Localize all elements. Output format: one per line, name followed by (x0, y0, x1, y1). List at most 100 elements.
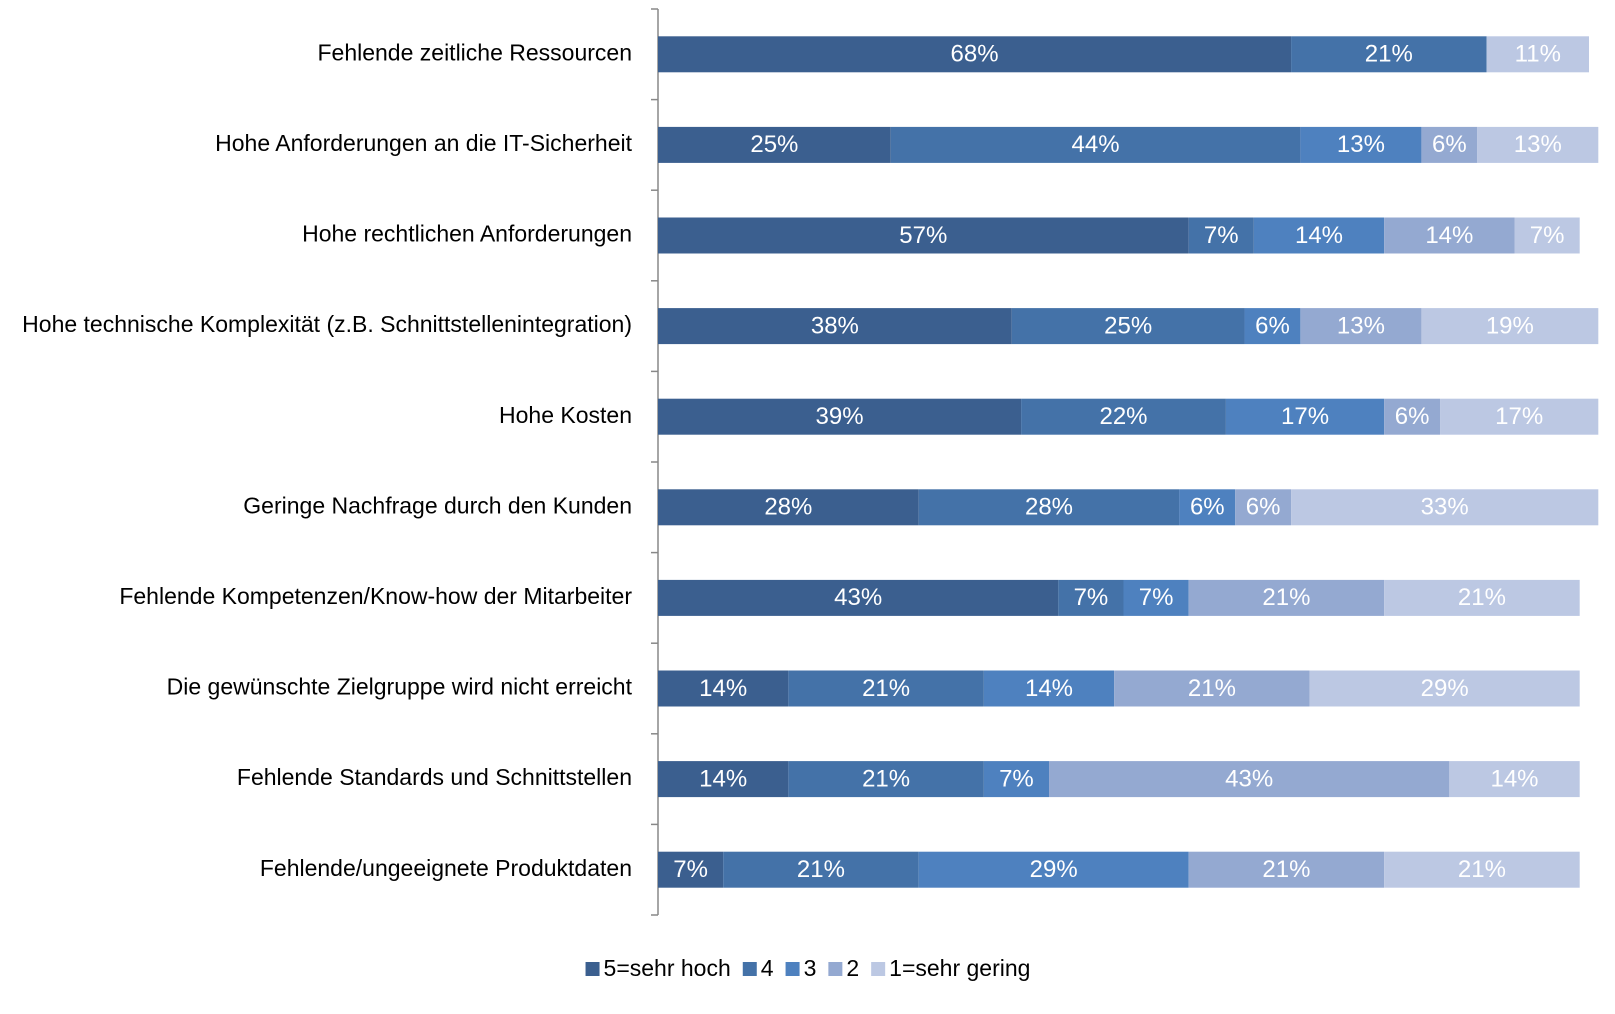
value-label: 21% (797, 856, 845, 883)
value-label: 14% (699, 675, 747, 702)
value-label: 21% (1262, 856, 1310, 883)
bar-segment (918, 851, 1189, 888)
value-label: 17% (1281, 403, 1329, 430)
value-label: 7% (1204, 222, 1239, 249)
legend-label: 5=sehr hoch (604, 955, 731, 981)
value-label: 25% (750, 131, 798, 158)
bar-segment (658, 579, 1059, 616)
bar-segment (1309, 670, 1580, 707)
legend-label: 1=sehr gering (889, 955, 1030, 981)
value-label: 43% (1225, 765, 1273, 792)
value-label: 39% (816, 403, 864, 430)
bar-segment (1384, 217, 1515, 254)
bar-segment (1049, 761, 1450, 798)
bar-segment (1300, 126, 1422, 163)
bar-segment (658, 308, 1012, 345)
value-label: 43% (834, 584, 882, 611)
bar-segment (658, 670, 789, 707)
value-label: 38% (811, 312, 859, 339)
bar-segment (1235, 489, 1292, 526)
value-label: 25% (1104, 312, 1152, 339)
legend-label: 3 (804, 955, 817, 981)
bar-segment (1188, 851, 1385, 888)
bar-segment (1021, 398, 1226, 435)
value-label: 57% (899, 222, 947, 249)
value-label: 6% (1246, 494, 1281, 521)
value-label: 33% (1421, 494, 1469, 521)
bar-segment (1058, 579, 1124, 616)
bar-segment (890, 126, 1301, 163)
value-label: 14% (699, 765, 747, 792)
value-label: 11% (1515, 41, 1561, 68)
category-label: Die gewünschte Zielgruppe wird nicht err… (167, 674, 633, 700)
bar-segment (1486, 36, 1589, 73)
value-label: 29% (1421, 675, 1469, 702)
legend-swatch (828, 962, 843, 976)
bar-segment (1114, 670, 1310, 707)
value-label: 21% (1458, 856, 1506, 883)
value-label: 68% (951, 41, 999, 68)
value-label: 6% (1255, 312, 1290, 339)
value-label: 13% (1337, 312, 1385, 339)
bar-segment (1440, 398, 1599, 435)
legend-label: 4 (761, 955, 774, 981)
bar-segment (658, 761, 789, 798)
bar-segment (658, 36, 1292, 73)
category-label: Fehlende Kompetenzen/Know-how der Mitarb… (119, 583, 632, 609)
bar-segment (788, 761, 984, 798)
bar-segment (1384, 579, 1580, 616)
value-label: 21% (1262, 584, 1310, 611)
bar-segment (658, 489, 919, 526)
legend-swatch (871, 962, 886, 976)
bar-segment (658, 126, 891, 163)
value-label: 28% (1025, 494, 1073, 521)
value-label: 21% (862, 765, 910, 792)
category-label: Fehlende Standards und Schnittstellen (237, 764, 632, 790)
value-label: 7% (1074, 584, 1109, 611)
bar-segment (1300, 308, 1422, 345)
value-label: 17% (1495, 403, 1543, 430)
bar-segment (723, 851, 919, 888)
value-label: 21% (1365, 41, 1413, 68)
bar-segment (1477, 126, 1599, 163)
legend-swatch (742, 962, 757, 976)
bar-segment (658, 398, 1022, 435)
value-label: 21% (1458, 584, 1506, 611)
value-label: 6% (1395, 403, 1430, 430)
bar-segment (1253, 217, 1385, 254)
value-label: 19% (1486, 312, 1534, 339)
value-label: 7% (1530, 222, 1565, 249)
bar-segment (1244, 308, 1301, 345)
value-label: 28% (764, 494, 812, 521)
value-label: 44% (1072, 131, 1120, 158)
category-label: Fehlende zeitliche Ressourcen (317, 39, 632, 65)
value-label: 13% (1514, 131, 1562, 158)
category-label: Fehlende/ungeeignete Produktdaten (260, 855, 632, 881)
bar-segment (1291, 36, 1487, 73)
legend-swatch (785, 962, 800, 976)
value-label: 7% (1139, 584, 1174, 611)
category-label: Hohe Anforderungen an die IT-Sicherheit (215, 130, 632, 156)
value-label: 6% (1432, 131, 1467, 158)
bar-segment (918, 489, 1180, 526)
bar-segment (788, 670, 984, 707)
value-label: 14% (1025, 675, 1073, 702)
value-label: 14% (1490, 765, 1538, 792)
value-label: 22% (1099, 403, 1147, 430)
bar-segment (1225, 398, 1385, 435)
bar-segment (658, 851, 724, 888)
bar-segment (983, 670, 1115, 707)
bar-segment (1188, 217, 1254, 254)
bar-segment (983, 761, 1050, 798)
bar-segment (1514, 217, 1580, 254)
bar-segment (1421, 308, 1599, 345)
legend-label: 2 (846, 955, 859, 981)
category-label: Hohe rechtlichen Anforderungen (302, 221, 632, 247)
bar-segment (1179, 489, 1236, 526)
bar-segment (1384, 851, 1580, 888)
value-label: 29% (1030, 856, 1078, 883)
bar-segment (658, 217, 1189, 254)
value-label: 21% (862, 675, 910, 702)
category-label: Hohe technische Komplexität (z.B. Schnit… (22, 311, 632, 337)
